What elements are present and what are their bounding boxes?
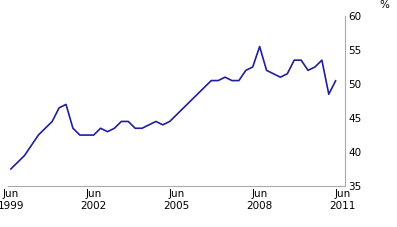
Text: %: % (380, 0, 389, 10)
